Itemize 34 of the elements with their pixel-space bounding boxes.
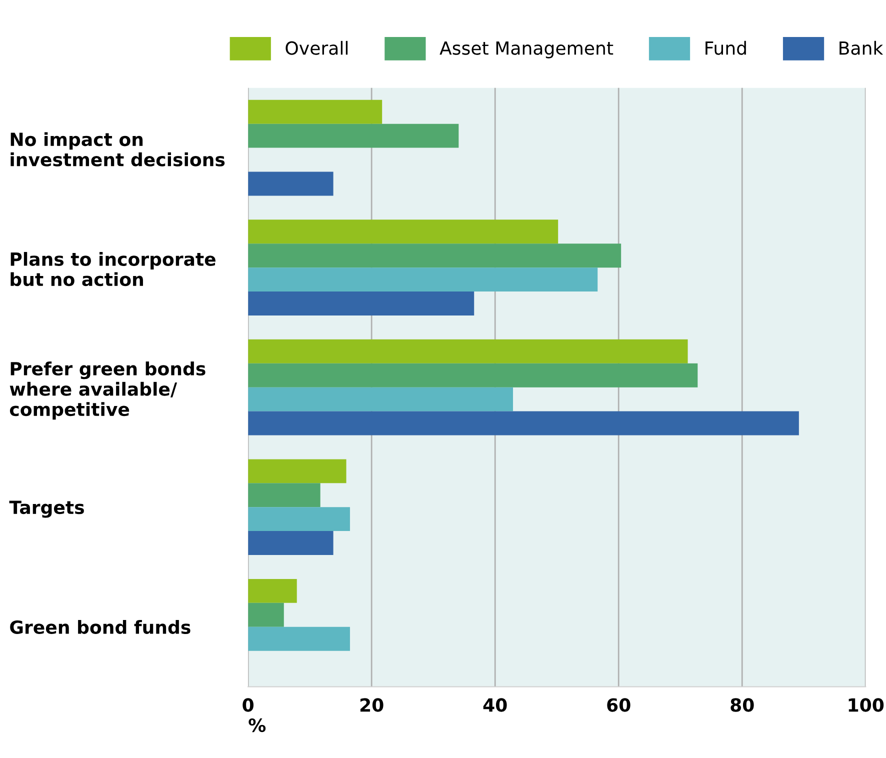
x-axis-title: % [248,718,266,732]
bar [248,124,459,148]
legend-label: Fund [706,40,746,55]
bar [248,220,558,244]
x-tick-label: 100 [848,698,884,712]
bar [248,100,382,124]
bar [248,292,474,316]
bar [248,244,622,268]
y-tick-label: Green bond funds [10,620,190,634]
bar [248,268,598,292]
bar [248,363,698,388]
x-tick-label: 40 [483,698,507,712]
x-tick-label: 80 [730,698,754,712]
y-tick-label: Targets [9,500,84,518]
bar [248,459,346,484]
y-tick-label: No impact on investment decisions [10,132,225,166]
bar [248,507,350,532]
bar [248,172,334,196]
legend-label: Bank [840,40,884,55]
x-tick-label: 20 [360,698,384,712]
legend-label: Overall [286,40,348,55]
x-tick-label: 60 [607,698,630,712]
y-tick-label: Plans to incorporate but no action [10,252,216,286]
bar [248,602,284,627]
bar [248,578,297,603]
x-tick-label: 0 [242,698,254,712]
y-tick-label: Prefer green bonds where available/ competitive [10,362,206,420]
bar [248,626,350,651]
bar [248,411,799,436]
legend-label: Asset Management [440,41,614,58]
bar [248,339,688,364]
bar [248,531,334,556]
bar [248,483,320,508]
bar [248,387,514,412]
